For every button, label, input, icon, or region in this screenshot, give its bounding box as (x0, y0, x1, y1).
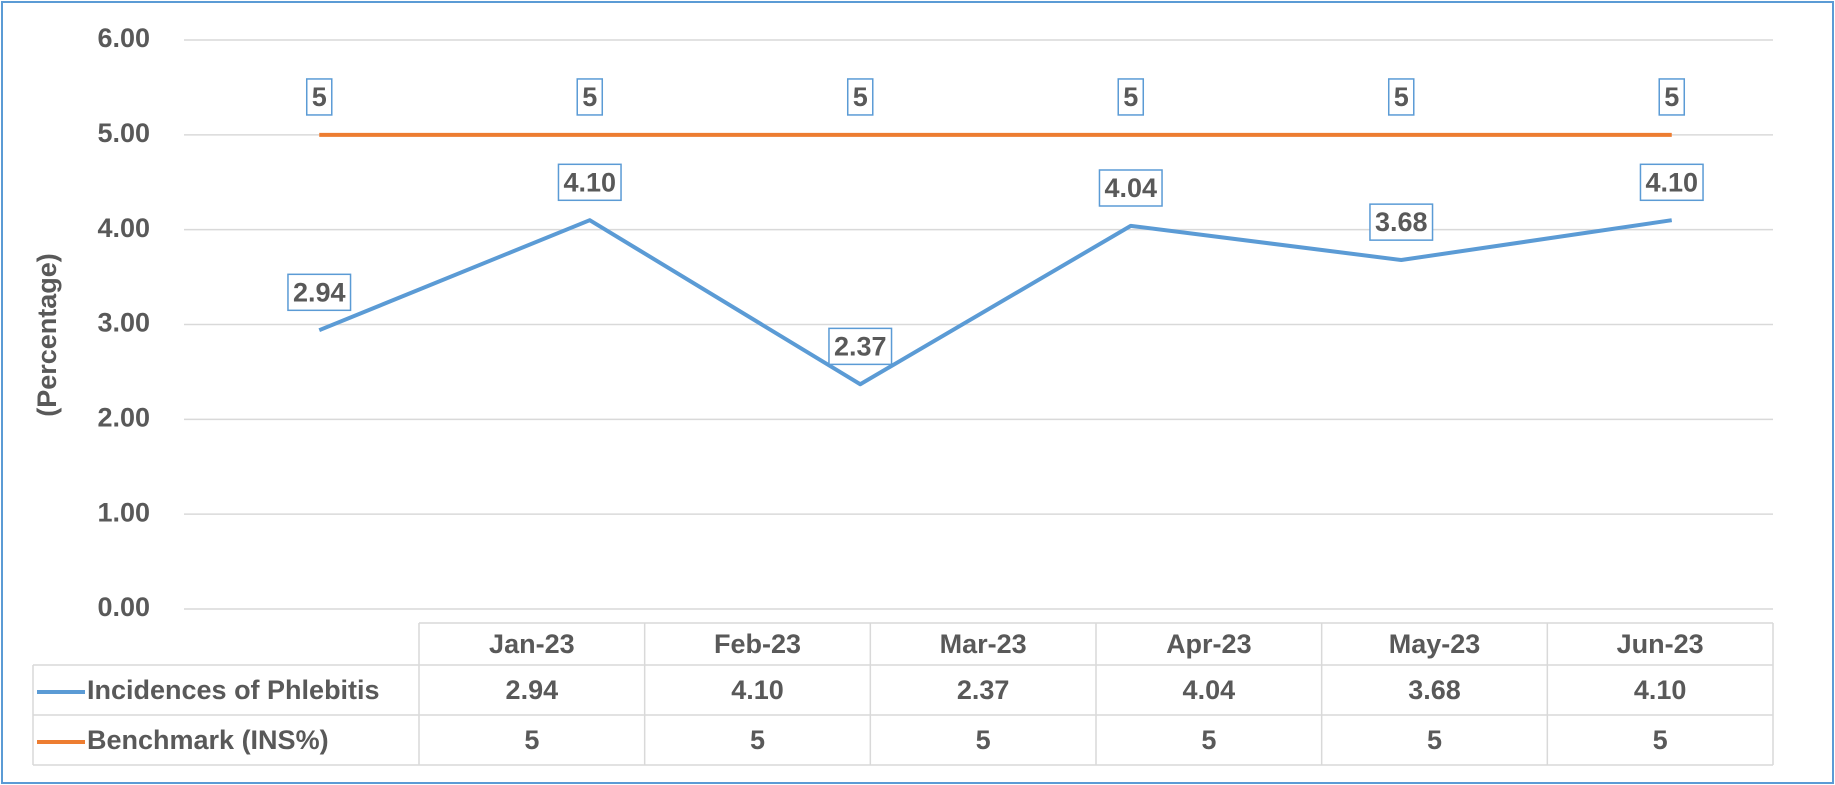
data-label-box (1639, 163, 1704, 202)
table-cell: 3.68 (1408, 675, 1461, 705)
data-label: 2.37 (834, 331, 887, 361)
x-tick-label: Jan-23 (489, 629, 575, 659)
data-label: 5 (312, 82, 327, 112)
table-cell: 5 (1427, 725, 1442, 755)
data-label: 5 (1664, 82, 1679, 112)
table-cell: 4.04 (1183, 675, 1236, 705)
data-label: 4.10 (1645, 167, 1698, 197)
data-label-box (305, 78, 333, 116)
data-label-box (846, 78, 874, 116)
y-tick-label: 0.00 (97, 592, 150, 622)
data-label-box (557, 163, 622, 202)
data-label: 5 (1394, 82, 1409, 112)
table-cell: 5 (976, 725, 991, 755)
data-label: 5 (853, 82, 868, 112)
y-axis-label: (Percentage) (32, 253, 62, 417)
x-tick-label: Feb-23 (714, 629, 801, 659)
table-cell: 4.10 (731, 675, 784, 705)
data-label-box (576, 78, 604, 116)
x-tick-label: May-23 (1389, 629, 1481, 659)
y-tick-label: 3.00 (97, 308, 150, 338)
data-label: 3.68 (1375, 207, 1428, 237)
y-tick-label: 6.00 (97, 23, 150, 53)
data-label: 4.04 (1104, 173, 1157, 203)
table-cell: 2.94 (506, 675, 559, 705)
table-cell: 4.10 (1634, 675, 1687, 705)
data-label: 4.10 (563, 167, 616, 197)
data-label-box (1117, 78, 1145, 116)
table-cell: 5 (524, 725, 539, 755)
table-cell: 2.37 (957, 675, 1010, 705)
table-cell: 5 (1201, 725, 1216, 755)
x-tick-label: Jun-23 (1617, 629, 1704, 659)
data-label-box (1098, 169, 1163, 207)
y-tick-label: 1.00 (97, 497, 150, 527)
legend-label: Benchmark (INS%) (87, 725, 329, 755)
data-label: 2.94 (293, 277, 346, 307)
table-cell: 5 (750, 725, 765, 755)
data-label-box (1658, 78, 1686, 116)
y-tick-label: 4.00 (97, 213, 150, 243)
data-label-box (287, 273, 352, 312)
y-tick-label: 2.00 (97, 402, 150, 432)
data-label-box (828, 327, 893, 366)
table-cell: 5 (1653, 725, 1668, 755)
y-tick-label: 5.00 (97, 118, 150, 148)
data-label-box (1369, 203, 1434, 241)
data-label: 5 (1123, 82, 1138, 112)
data-label: 5 (582, 82, 597, 112)
x-tick-label: Mar-23 (940, 629, 1027, 659)
data-label-box (1387, 78, 1415, 116)
legend-label: Incidences of Phlebitis (87, 675, 380, 705)
x-tick-label: Apr-23 (1166, 629, 1252, 659)
series-line (318, 218, 1673, 387)
